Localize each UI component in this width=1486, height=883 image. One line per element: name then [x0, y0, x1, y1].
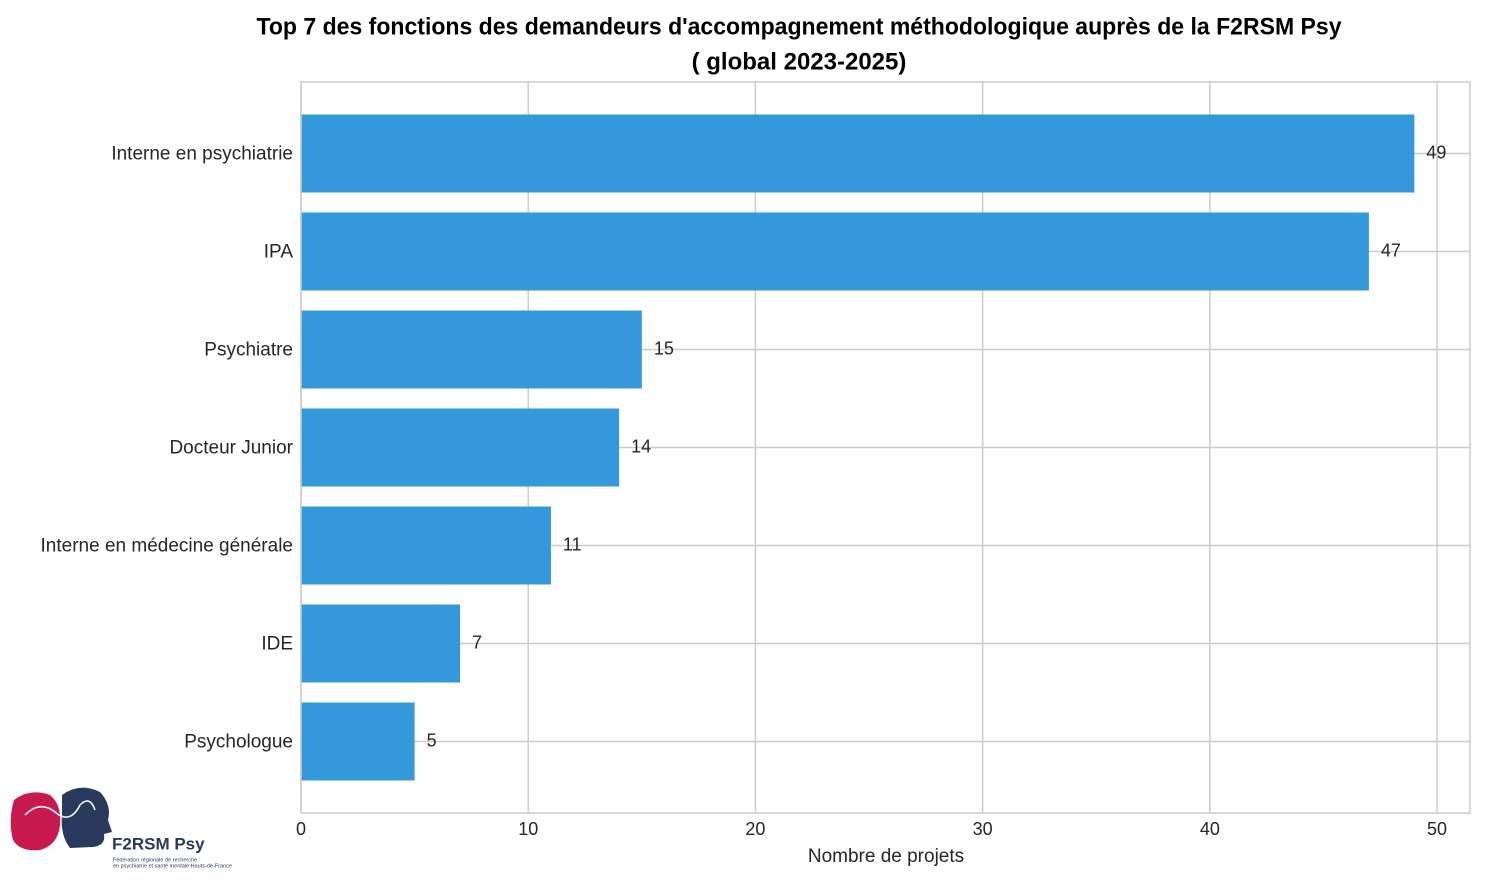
- value-label: 15: [654, 338, 674, 358]
- plot-frame: [300, 81, 1471, 814]
- logo-tagline: Fédération régionale de recherche: [113, 857, 197, 863]
- logo-line: [24, 800, 96, 818]
- x-tick-label: 30: [973, 819, 993, 839]
- value-label: 7: [472, 632, 482, 652]
- x-tick-label: 20: [745, 819, 765, 839]
- bar: [301, 310, 642, 389]
- value-label: 49: [1426, 142, 1446, 162]
- bar: [301, 604, 461, 683]
- bar: [301, 702, 415, 781]
- y-tick-label: IDE: [261, 634, 293, 655]
- chart-subtitle: ( global 2023-2025): [692, 48, 907, 75]
- bar: [301, 114, 1415, 193]
- logo-tagline: en psychiatrie et santé mentale Hauts-de…: [113, 863, 232, 869]
- logo-name: F2RSM Psy: [112, 834, 205, 853]
- value-label: 47: [1381, 240, 1401, 260]
- x-axis-label: Nombre de projets: [808, 846, 964, 867]
- logo-head-blue: [61, 787, 112, 848]
- bar: [301, 408, 620, 487]
- x-tick-label: 10: [518, 819, 538, 839]
- bar: [301, 212, 1369, 291]
- plot-area: 0 10 20 30 40 50 Interne en psychiatrie 49 IPA 47…: [41, 81, 1471, 839]
- x-tick-label: 0: [296, 819, 306, 839]
- x-tick-label: 40: [1200, 819, 1220, 839]
- x-tick-label: 50: [1427, 819, 1447, 839]
- logo: F2RSM Psy Fédération régionale de recher…: [10, 787, 232, 869]
- y-tick-label: Docteur Junior: [169, 438, 293, 459]
- chart-title: Top 7 des fonctions des demandeurs d'acc…: [257, 13, 1343, 40]
- value-label: 5: [427, 730, 437, 750]
- value-label: 11: [563, 534, 582, 554]
- y-tick-label: Interne en médecine générale: [41, 536, 293, 557]
- logo-head-red: [10, 792, 61, 851]
- y-tick-label: Psychiatre: [204, 340, 293, 361]
- bar: [301, 506, 551, 585]
- y-tick-label: Interne en psychiatrie: [111, 144, 293, 165]
- value-label: 14: [631, 436, 651, 456]
- y-tick-label: Psychologue: [184, 732, 293, 753]
- y-tick-label: IPA: [264, 242, 294, 263]
